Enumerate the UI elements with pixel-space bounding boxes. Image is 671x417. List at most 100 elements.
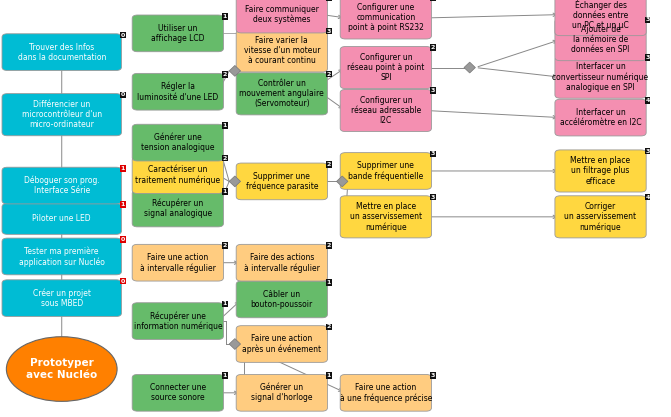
Text: 2: 2	[327, 72, 331, 76]
FancyBboxPatch shape	[132, 374, 223, 411]
FancyBboxPatch shape	[236, 281, 327, 318]
Text: Faire varier la
vitesse d'un moteur
à courant continu: Faire varier la vitesse d'un moteur à co…	[244, 36, 320, 65]
FancyBboxPatch shape	[132, 73, 223, 110]
Text: 3: 3	[646, 18, 650, 22]
Text: Interfacer un
accéléromètre en I2C: Interfacer un accéléromètre en I2C	[560, 108, 641, 127]
Text: 3: 3	[646, 149, 650, 153]
Text: Régler la
luminosité d'une LED: Régler la luminosité d'une LED	[137, 82, 219, 101]
Polygon shape	[229, 339, 240, 349]
FancyBboxPatch shape	[236, 326, 327, 362]
Polygon shape	[229, 65, 240, 76]
Text: 2: 2	[327, 162, 331, 167]
Text: 1: 1	[121, 202, 125, 207]
Text: Caractériser un
traitement numérique: Caractériser un traitement numérique	[136, 165, 220, 185]
FancyBboxPatch shape	[132, 157, 223, 193]
Text: Déboguer son prog.
Interface Série: Déboguer son prog. Interface Série	[24, 176, 99, 195]
Ellipse shape	[6, 337, 117, 401]
Text: Configurer un
réseau point à point
SPI: Configurer un réseau point à point SPI	[347, 53, 425, 83]
FancyBboxPatch shape	[132, 190, 223, 227]
Text: 2: 2	[223, 72, 227, 77]
Text: 1: 1	[121, 166, 125, 171]
FancyBboxPatch shape	[555, 99, 646, 136]
FancyBboxPatch shape	[2, 167, 121, 204]
Text: 3: 3	[646, 55, 650, 60]
FancyBboxPatch shape	[132, 15, 223, 52]
Polygon shape	[337, 176, 348, 187]
Text: Faire communiquer
deux systèmes: Faire communiquer deux systèmes	[245, 5, 319, 25]
Text: Supprimer une
bande fréquentielle: Supprimer une bande fréquentielle	[348, 161, 423, 181]
Polygon shape	[229, 176, 240, 187]
Text: 3: 3	[431, 373, 435, 378]
Text: Ajouter de
la mémoire de
données en SPI: Ajouter de la mémoire de données en SPI	[572, 25, 629, 54]
FancyBboxPatch shape	[555, 150, 646, 192]
Text: Interfacer un
convertisseur numérique
analogique en SPI: Interfacer un convertisseur numérique an…	[552, 62, 649, 92]
Text: Connecter une
source sonore: Connecter une source sonore	[150, 383, 206, 402]
Text: Mettre en place
un asservissement
numérique: Mettre en place un asservissement numéri…	[350, 202, 422, 232]
Text: 4: 4	[646, 195, 650, 199]
FancyBboxPatch shape	[340, 153, 431, 189]
FancyBboxPatch shape	[555, 196, 646, 238]
Text: 2: 2	[223, 156, 227, 161]
Text: Prototyper
avec Nucléo: Prototyper avec Nucléo	[26, 358, 97, 380]
FancyBboxPatch shape	[340, 374, 431, 411]
FancyBboxPatch shape	[340, 0, 431, 39]
Text: Mettre en place
un filtrage plus
efficace: Mettre en place un filtrage plus efficac…	[570, 156, 631, 186]
Text: Récupérer un
signal analogique: Récupérer un signal analogique	[144, 199, 212, 218]
Text: Corriger
un asservissement
numérique: Corriger un asservissement numérique	[564, 202, 637, 232]
Text: Créer un projet
sous MBED: Créer un projet sous MBED	[33, 289, 91, 308]
FancyBboxPatch shape	[236, 244, 327, 281]
Text: 3: 3	[431, 195, 435, 199]
Text: 3: 3	[431, 151, 435, 156]
Text: Supprimer une
fréquence parasite: Supprimer une fréquence parasite	[246, 171, 318, 191]
FancyBboxPatch shape	[2, 280, 121, 317]
Text: Faire des actions
à intervalle régulier: Faire des actions à intervalle régulier	[244, 253, 320, 273]
Text: Configurer une
communication
point à point RS232: Configurer une communication point à poi…	[348, 3, 424, 33]
Text: 1: 1	[223, 373, 227, 378]
FancyBboxPatch shape	[236, 163, 327, 200]
FancyBboxPatch shape	[2, 203, 121, 234]
FancyBboxPatch shape	[555, 0, 646, 36]
Text: 2: 2	[223, 243, 227, 248]
Text: Différencier un
microcontrôleur d'un
micro-ordinateur: Différencier un microcontrôleur d'un mic…	[21, 100, 102, 129]
FancyBboxPatch shape	[2, 34, 121, 70]
Text: Récupérer une
information numérique: Récupérer une information numérique	[134, 311, 222, 331]
Text: Échanger des
données entre
un PC et un µC: Échanger des données entre un PC et un µ…	[572, 0, 629, 30]
FancyBboxPatch shape	[340, 47, 431, 89]
FancyBboxPatch shape	[2, 94, 121, 136]
Text: Contrôler un
mouvement angulaire
(Servomoteur): Contrôler un mouvement angulaire (Servom…	[240, 79, 324, 108]
FancyBboxPatch shape	[132, 303, 223, 339]
Polygon shape	[464, 62, 475, 73]
Text: 2: 2	[327, 324, 331, 329]
Text: Piloter une LED: Piloter une LED	[32, 214, 91, 224]
FancyBboxPatch shape	[236, 73, 327, 115]
FancyBboxPatch shape	[340, 90, 431, 132]
FancyBboxPatch shape	[236, 30, 327, 72]
Text: 1: 1	[223, 189, 227, 194]
FancyBboxPatch shape	[340, 196, 431, 238]
Text: Faire une action
à intervalle régulier: Faire une action à intervalle régulier	[140, 253, 216, 273]
Text: Faire une action
à une fréquence précise: Faire une action à une fréquence précise	[340, 383, 432, 403]
FancyBboxPatch shape	[132, 244, 223, 281]
FancyBboxPatch shape	[555, 56, 646, 98]
Text: 3: 3	[327, 29, 331, 33]
Text: 0: 0	[121, 237, 125, 242]
Text: Tester ma première
application sur Nucléo: Tester ma première application sur Nuclé…	[19, 246, 105, 266]
Text: Faire une action
après un événement: Faire une action après un événement	[242, 334, 321, 354]
FancyBboxPatch shape	[236, 374, 327, 411]
Text: 0: 0	[121, 279, 125, 284]
FancyBboxPatch shape	[555, 18, 646, 61]
Text: 2: 2	[431, 45, 435, 50]
Text: 1: 1	[223, 14, 227, 19]
FancyBboxPatch shape	[236, 0, 327, 33]
Text: Trouver des Infos
dans la documentation: Trouver des Infos dans la documentation	[17, 43, 106, 62]
Text: Générer un
signal d'horloge: Générer un signal d'horloge	[251, 383, 313, 402]
Text: Câbler un
bouton-poussoir: Câbler un bouton-poussoir	[251, 290, 313, 309]
Text: 1: 1	[327, 280, 331, 285]
Text: 2: 2	[327, 243, 331, 248]
Text: 1: 1	[223, 301, 227, 306]
FancyBboxPatch shape	[2, 238, 121, 275]
Text: 4: 4	[646, 98, 650, 103]
Text: Configurer un
réseau adressable
I2C: Configurer un réseau adressable I2C	[351, 96, 421, 125]
Text: Générer une
tension analogique: Générer une tension analogique	[141, 133, 215, 152]
Text: 0: 0	[121, 93, 125, 97]
